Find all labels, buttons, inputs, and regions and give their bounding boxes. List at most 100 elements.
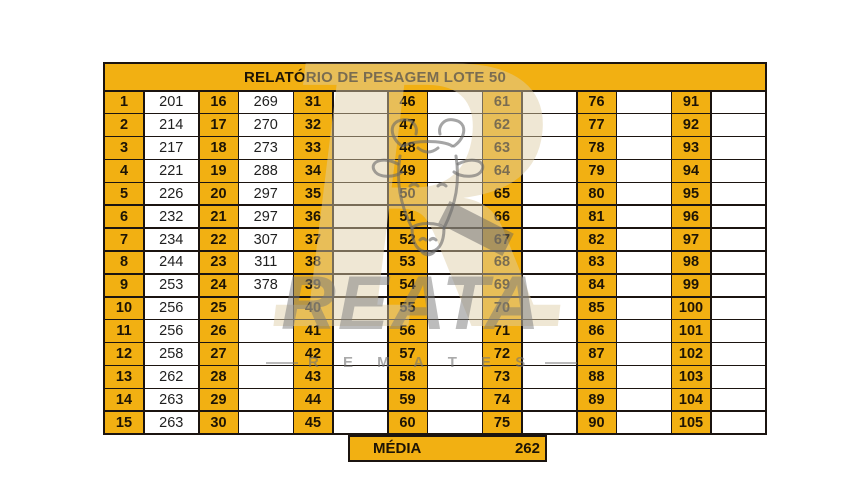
weight-value-cell (428, 389, 482, 411)
weight-value-cell (522, 183, 576, 205)
lot-number-cell: 75 (483, 411, 521, 434)
weight-value-cell (333, 91, 387, 113)
lot-number-cell: 37 (294, 228, 332, 251)
weight-value-cell (333, 114, 387, 136)
weight-value-cell (711, 91, 765, 113)
weight-value-cell: 307 (239, 228, 293, 251)
lot-number-cell: 78 (577, 137, 616, 159)
lot-number-cell: 66 (483, 205, 521, 228)
weight-value-cell (333, 228, 387, 251)
weight-value-cell: 263 (144, 389, 198, 411)
lot-number-cell: 33 (294, 137, 332, 159)
lot-number-cell: 7 (105, 228, 143, 251)
weight-value-cell (617, 343, 671, 365)
weight-value-cell (333, 205, 387, 228)
weight-value-cell: 288 (239, 160, 293, 182)
media-value: 262 (514, 440, 540, 457)
lot-number-cell: 23 (199, 251, 238, 274)
lot-number-cell: 6 (105, 205, 143, 228)
lot-number-cell: 50 (388, 183, 427, 205)
weight-value-cell (428, 137, 482, 159)
weight-value-cell (522, 205, 576, 228)
weight-value-cell: 270 (239, 114, 293, 136)
lot-number-cell: 85 (577, 297, 616, 319)
lot-number-cell: 69 (483, 274, 521, 297)
weight-value-cell (617, 160, 671, 182)
weight-value-cell (711, 114, 765, 136)
lot-number-cell: 31 (294, 91, 332, 113)
lot-number-cell: 68 (483, 251, 521, 274)
weight-value-cell (428, 297, 482, 319)
lot-number-cell: 102 (672, 343, 710, 365)
weight-value-cell (522, 251, 576, 274)
lot-number-cell: 41 (294, 320, 332, 342)
lot-number-cell: 22 (199, 228, 238, 251)
weight-value-cell: 214 (144, 114, 198, 136)
weight-value-cell (617, 274, 671, 297)
lot-number-cell: 29 (199, 389, 238, 411)
lot-number-cell: 45 (294, 411, 332, 434)
lot-number-cell: 1 (105, 91, 143, 113)
weight-value-cell (239, 411, 293, 434)
lot-number-cell: 87 (577, 343, 616, 365)
lot-number-cell: 47 (388, 114, 427, 136)
weight-value-cell (333, 274, 387, 297)
weight-value-cell (239, 366, 293, 388)
lot-number-cell: 63 (483, 137, 521, 159)
weight-value-cell: 226 (144, 183, 198, 205)
weight-value-cell: 269 (239, 91, 293, 113)
weight-value-cell (617, 91, 671, 113)
lot-number-cell: 20 (199, 183, 238, 205)
weight-value-cell (711, 411, 765, 434)
weight-value-cell (522, 320, 576, 342)
lot-number-cell: 24 (199, 274, 238, 297)
weight-value-cell: 297 (239, 183, 293, 205)
lot-number-cell: 83 (577, 251, 616, 274)
weight-value-cell (333, 389, 387, 411)
lot-number-cell: 105 (672, 411, 710, 434)
lot-number-cell: 17 (199, 114, 238, 136)
lot-number-cell: 77 (577, 114, 616, 136)
weight-value-cell (711, 205, 765, 228)
lot-number-cell: 95 (672, 183, 710, 205)
weight-value-cell (711, 389, 765, 411)
weight-value-cell: 253 (144, 274, 198, 297)
lot-number-cell: 43 (294, 366, 332, 388)
weight-value-cell (522, 160, 576, 182)
weight-value-cell (428, 183, 482, 205)
lot-number-cell: 4 (105, 160, 143, 182)
lot-number-cell: 32 (294, 114, 332, 136)
lot-number-cell: 54 (388, 274, 427, 297)
lot-number-cell: 49 (388, 160, 427, 182)
lot-number-cell: 94 (672, 160, 710, 182)
weight-value-cell (333, 366, 387, 388)
lot-number-cell: 99 (672, 274, 710, 297)
lot-number-cell: 38 (294, 251, 332, 274)
lot-number-cell: 3 (105, 137, 143, 159)
weight-value-cell: 234 (144, 228, 198, 251)
weight-value-cell (711, 251, 765, 274)
weight-value-cell: 244 (144, 251, 198, 274)
lot-number-cell: 62 (483, 114, 521, 136)
lot-number-cell: 8 (105, 251, 143, 274)
weight-value-cell (711, 137, 765, 159)
weight-value-cell (617, 411, 671, 434)
lot-number-cell: 89 (577, 389, 616, 411)
lot-number-cell: 40 (294, 297, 332, 319)
weight-value-cell: 263 (144, 411, 198, 434)
weight-value-cell (522, 366, 576, 388)
weight-value-cell (711, 366, 765, 388)
lot-number-cell: 44 (294, 389, 332, 411)
lot-number-cell: 57 (388, 343, 427, 365)
lot-number-cell: 28 (199, 366, 238, 388)
lot-number-cell: 14 (105, 389, 143, 411)
lot-number-cell: 71 (483, 320, 521, 342)
lot-number-cell: 104 (672, 389, 710, 411)
lot-number-cell: 46 (388, 91, 427, 113)
media-label: MÉDIA (373, 440, 422, 457)
lot-number-cell: 72 (483, 343, 521, 365)
weight-value-cell (522, 114, 576, 136)
lot-number-cell: 59 (388, 389, 427, 411)
weight-value-cell: 232 (144, 205, 198, 228)
